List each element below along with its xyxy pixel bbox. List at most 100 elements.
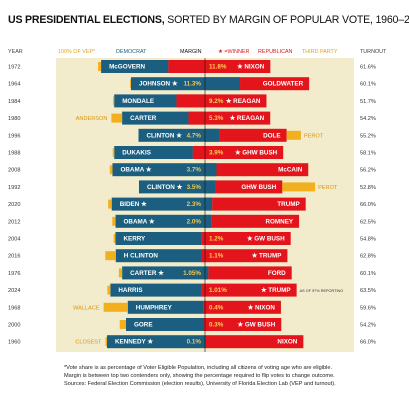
- third-party-bar: [112, 216, 116, 226]
- margin-value-label: 2.0%: [187, 218, 202, 225]
- dem-bar: [115, 249, 202, 263]
- dem-candidate-label: CARTER: [130, 115, 157, 122]
- rep-candidate-label: ★ NIXON: [247, 304, 276, 311]
- header-year: YEAR: [8, 49, 23, 55]
- row-turnout-label: 61.6%: [360, 65, 376, 71]
- dem-bar: [110, 283, 202, 297]
- row-year-label: 2000: [8, 323, 20, 329]
- rep-candidate-label: FORD: [268, 270, 286, 277]
- row-turnout-label: 59.6%: [360, 305, 376, 311]
- rep-candidate-label: ★ TRUMP: [251, 253, 282, 260]
- chart-row: 2012 OBAMA ★ ROMNEY 2.0% 62.5%: [8, 214, 376, 228]
- dem-candidate-label: OBAMA ★: [124, 218, 155, 225]
- rep-bar: [240, 77, 310, 91]
- margin-segment: [201, 232, 205, 245]
- dem-bar: [101, 60, 169, 73]
- chart-row: 1964 JOHNSON ★ GOLDWATER 11.3% 60.1%: [8, 77, 376, 91]
- dem-candidate-label: CARTER ★: [130, 270, 164, 277]
- chart-row: 2000 GORE ★ GW BUSH 0.3% 54.2%: [8, 318, 376, 331]
- header-third-party: THIRD PARTY: [302, 49, 338, 55]
- row-year-label: 1960: [8, 340, 20, 346]
- margin-value-label: 0.1%: [187, 339, 202, 346]
- third-party-label: PEROT: [304, 133, 324, 139]
- header-turnout: TURNOUT: [360, 49, 387, 55]
- dem-candidate-label: HUMPHREY: [136, 304, 173, 311]
- dem-bar: [122, 111, 189, 125]
- dem-candidate-label: McGOVERN: [109, 64, 145, 71]
- rep-bar: [211, 214, 300, 228]
- chart-row: 1992 CLINTON ★ GHW BUSH 3.5% PEROT 52.8%: [8, 180, 376, 194]
- dem-candidate-label: CLINTON ★: [147, 132, 183, 139]
- margin-value-label: 0.3%: [209, 322, 224, 329]
- row-year-label: 2016: [8, 254, 20, 260]
- margin-value-label: 4.7%: [187, 132, 202, 139]
- chart-row: 1980 CARTER ★ REAGAN 5.3% ANDERSON 54.2%: [8, 111, 376, 125]
- dem-bar: [114, 146, 193, 159]
- rep-candidate-label: DOLE: [263, 132, 281, 139]
- dem-bar: [115, 214, 212, 228]
- row-turnout-label: 62.5%: [360, 219, 376, 225]
- row-turnout-label: 66.0%: [360, 340, 376, 346]
- chart-row: 1996 CLINTON ★ DOLE 4.7% PEROT 55.2%: [8, 128, 376, 142]
- third-party-bar: [118, 268, 123, 278]
- rep-bar: [201, 249, 288, 263]
- chart-row: 2016 H CLINTON ★ TRUMP 1.1% 62.8%: [8, 249, 376, 263]
- third-party-bar: [105, 337, 107, 347]
- rep-candidate-label: ★ TRUMP: [260, 287, 291, 294]
- page-title: US PRESIDENTIAL ELECTIONS, SORTED BY MAR…: [8, 14, 409, 26]
- dem-bar: [115, 232, 202, 245]
- row-year-label: 2008: [8, 168, 20, 174]
- election-margin-chart: YEAR 100% OF VEP* DEMOCRAT MARGIN ★ =WIN…: [8, 49, 387, 352]
- margin-value-label: 1.01%: [209, 287, 227, 294]
- dem-bar: [138, 128, 220, 142]
- dem-candidate-label: CLINTON ★: [147, 184, 183, 191]
- row-year-label: 1988: [8, 151, 20, 157]
- chart-row: 1972 McGOVERN ★ NIXON 11.8% 61.6%: [8, 60, 376, 73]
- rep-bar: [201, 283, 297, 297]
- chart-row: 1976 CARTER ★ FORD 1.05% 60.1%: [8, 266, 376, 280]
- row-turnout-label: 60.1%: [360, 271, 376, 277]
- header-republican: REPUBLICAN: [258, 49, 293, 55]
- row-turnout-label: 66.0%: [360, 202, 376, 208]
- margin-segment: [205, 266, 209, 280]
- dem-bar: [125, 318, 205, 331]
- row-year-label: 2004: [8, 237, 20, 243]
- third-party-bar: [103, 302, 128, 312]
- dem-bar: [114, 94, 177, 108]
- footnote-line-2: Margin is between top two contenders onl…: [64, 373, 335, 379]
- third-party-bar: [113, 234, 116, 243]
- rep-bar: [205, 335, 304, 349]
- dem-bar: [122, 266, 209, 280]
- third-party-bar: [113, 96, 115, 106]
- margin-segment: [205, 197, 213, 211]
- rep-candidate-label: NIXON: [277, 339, 297, 346]
- rep-bar: [203, 300, 281, 314]
- margin-segment: [188, 111, 205, 125]
- dem-candidate-label: DUKAKIS: [122, 150, 151, 157]
- rep-candidate-label: ★ GW BUSH: [246, 236, 285, 243]
- dem-bar: [138, 180, 216, 194]
- row-turnout-label: 52.8%: [360, 185, 376, 191]
- header-vep: 100% OF VEP*: [58, 49, 96, 55]
- row-turnout-label: 62.8%: [360, 254, 376, 260]
- column-headers: YEAR 100% OF VEP* DEMOCRAT MARGIN ★ =WIN…: [8, 49, 387, 55]
- third-party-bar: [107, 285, 111, 295]
- rep-candidate-label: GHW BUSH: [241, 184, 276, 191]
- third-party-bar: [98, 62, 102, 71]
- rep-bar: [212, 197, 306, 211]
- margin-value-label: 9.2%: [209, 98, 224, 105]
- row-turnout-label: 54.2%: [360, 116, 376, 122]
- dem-candidate-label: BIDEN ★: [120, 201, 147, 208]
- third-party-bar: [109, 165, 113, 175]
- row-annotation: AS OF 97% REPORTING: [300, 289, 344, 293]
- third-party-bar: [130, 79, 131, 89]
- margin-value-label: 1.05%: [183, 270, 201, 277]
- chart-row: 2004 KERRY ★ GW BUSH 1.2% 54.8%: [8, 232, 376, 245]
- margin-value-label: 11.3%: [183, 81, 201, 88]
- margin-segment: [201, 283, 205, 297]
- third-party-bar: [111, 113, 123, 123]
- margin-segment: [203, 300, 205, 314]
- chart-rows: 1972 McGOVERN ★ NIXON 11.8% 61.6% 1964 JOHNSON…: [8, 60, 376, 349]
- row-year-label: 1968: [8, 305, 20, 311]
- row-turnout-label: 63.5%: [360, 288, 376, 294]
